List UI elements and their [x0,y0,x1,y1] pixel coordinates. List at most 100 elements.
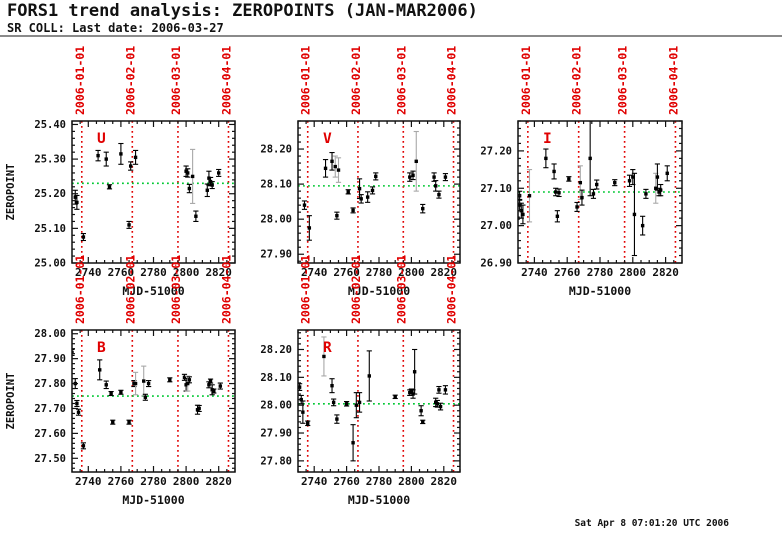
data-point [567,177,571,181]
data-point [81,444,86,448]
x-tick-label: 2800 [620,266,647,279]
y-tick-label: 25.20 [34,188,66,200]
data-point [212,389,216,393]
data-point [580,195,584,200]
x-tick-label: 2780 [140,475,167,488]
date-label: 2006-04-01 [445,255,459,324]
data-point [631,175,635,179]
data-point [640,223,645,228]
x-axis-title: MJD-51000 [348,493,410,507]
x-tick-label: 2820 [205,475,232,488]
data-point [119,152,123,156]
x-tick-label: 2740 [301,475,328,488]
x-tick-label: 2740 [75,475,102,488]
data-point [104,157,108,161]
data-point [438,404,443,409]
data-point [527,194,532,198]
data-point [443,175,448,179]
data-point [194,214,198,218]
data-point [218,384,223,388]
data-point [322,354,326,359]
data-point [107,185,112,189]
date-label: 2006-02-01 [349,255,363,324]
data-point [554,190,558,194]
date-label: 2006-01-01 [73,46,87,115]
data-point [613,180,617,185]
header-rule [0,35,782,37]
data-point [187,186,192,191]
y-tick-label: 27.90 [34,353,66,365]
x-tick-label: 2820 [205,266,232,279]
data-point [302,203,307,207]
data-point [552,169,556,174]
data-point [98,368,102,372]
data-point [96,153,100,158]
data-point [595,182,599,187]
page-subtitle: SR COLL: Last date: 2006-03-27 [7,21,224,35]
data-point [333,164,337,169]
data-point [119,390,123,394]
x-axis-title: MJD-51000 [122,284,184,298]
data-point [393,395,397,399]
data-point [75,401,79,406]
data-point [299,397,303,402]
data-point [128,164,133,168]
date-label: 2006-04-01 [666,46,680,115]
data-point [335,417,339,421]
data-point [578,180,583,185]
data-point [654,186,658,190]
data-point [591,192,596,196]
x-tick-label: 2760 [333,266,360,279]
x-tick-label: 2780 [366,266,393,279]
data-point [109,391,113,396]
data-point [184,169,188,173]
data-point [168,378,172,382]
x-tick-label: 2760 [108,475,135,488]
y-axis-title: ZEROPOINT [5,164,17,221]
data-point [359,197,363,201]
date-label: 2006-04-01 [219,255,233,324]
x-tick-label: 2740 [521,266,548,279]
x-tick-label: 2820 [652,266,679,279]
data-point [411,173,415,178]
data-point [127,420,131,424]
data-point [421,206,425,211]
y-tick-label: 27.70 [34,403,66,415]
y-tick-label: 27.90 [260,249,292,261]
data-point [421,420,425,424]
data-point [331,400,336,405]
date-label: 2006-02-01 [123,46,137,115]
data-point [432,175,436,179]
y-tick-label: 27.80 [260,455,292,467]
date-label: 2006-03-01 [616,46,630,115]
data-point [588,156,592,161]
data-point [665,171,669,176]
data-point [657,190,661,194]
data-point [133,155,138,160]
data-point [357,186,362,191]
date-label: 2006-01-01 [299,255,313,324]
plot-B: 2006-01-01 2006-02-01 2006-03-01 2006-04-01… [34,255,236,507]
data-point [186,171,190,175]
data-point [127,223,131,227]
data-point [414,159,418,164]
data-point [435,402,440,406]
data-point [111,420,115,424]
y-tick-label: 28.00 [260,214,292,226]
data-point [354,403,359,407]
y-tick-label: 27.90 [260,428,292,440]
filter-label: R [323,340,332,356]
y-tick-label: 27.60 [34,428,66,440]
data-point [346,190,350,194]
data-point [419,409,423,413]
plot-R: 2006-01-01 2006-02-01 2006-03-01 2006-04-01… [260,255,461,507]
y-tick-label: 25.30 [34,154,66,166]
data-point [434,184,438,188]
data-point [104,383,108,387]
data-point [146,381,151,386]
data-point [217,171,221,175]
data-point [335,213,339,218]
date-label: 2006-01-01 [299,46,313,115]
data-point [555,214,560,218]
data-points [72,142,222,242]
